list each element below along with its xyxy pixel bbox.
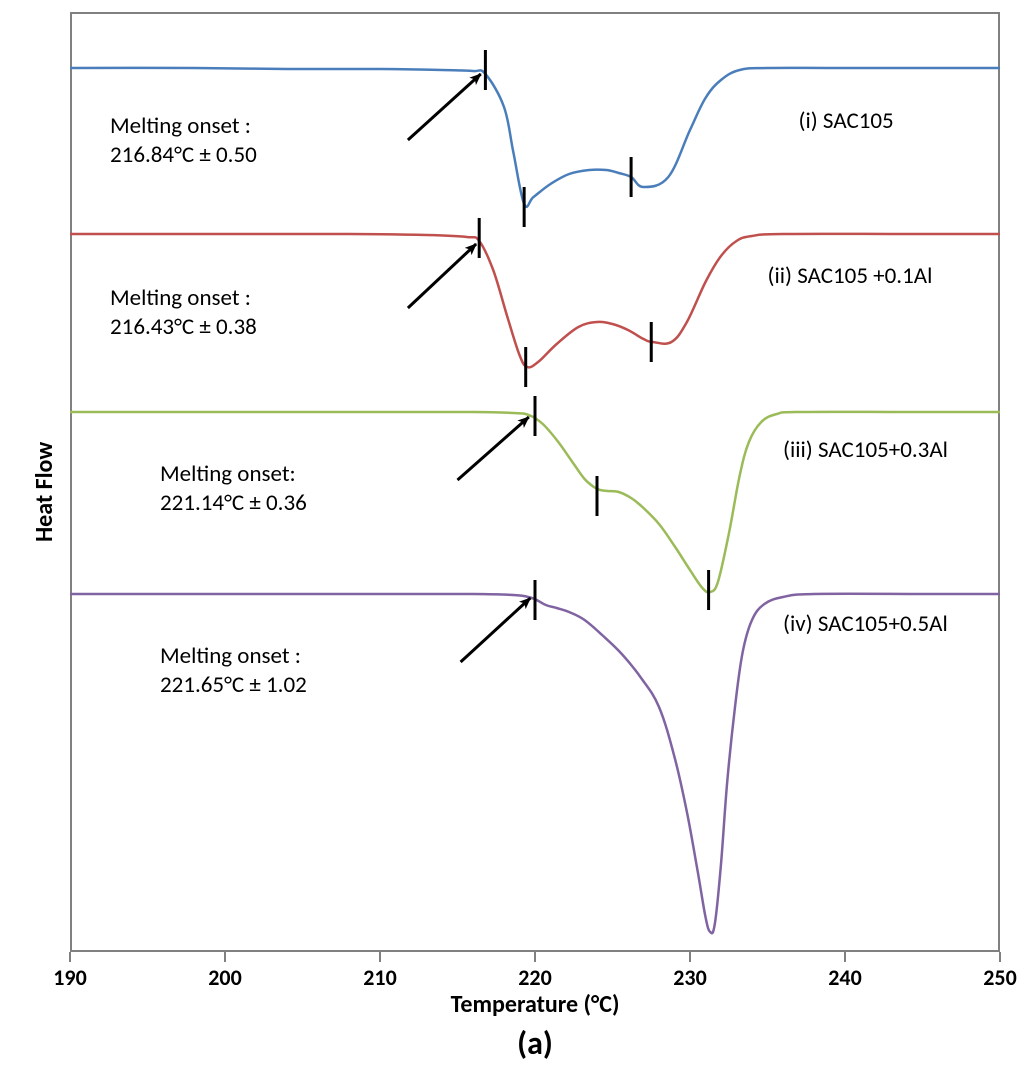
y-axis-title: Heat Flow bbox=[30, 442, 59, 542]
sub-caption: (a) bbox=[435, 1024, 635, 1063]
series-label: (iii) SAC105+0.3Al bbox=[783, 436, 948, 464]
x-tick bbox=[69, 952, 71, 962]
x-tick-label: 230 bbox=[673, 964, 706, 991]
series-label: (i) SAC105 bbox=[799, 107, 894, 135]
annotation-text: Melting onset:221.14°C ± 0.36 bbox=[160, 460, 307, 518]
x-tick bbox=[224, 952, 226, 962]
x-tick-label: 210 bbox=[363, 964, 396, 991]
x-tick-label: 240 bbox=[828, 964, 861, 991]
x-tick-label: 200 bbox=[208, 964, 241, 991]
x-tick bbox=[689, 952, 691, 962]
annotation-text: Melting onset :216.84°C ± 0.50 bbox=[110, 112, 257, 170]
x-tick-label: 190 bbox=[53, 964, 86, 991]
x-tick bbox=[379, 952, 381, 962]
series-label: (iv) SAC105+0.5Al bbox=[783, 610, 948, 638]
annotation-text: Melting onset :216.43°C ± 0.38 bbox=[110, 284, 257, 342]
x-tick bbox=[534, 952, 536, 962]
series-label: (ii) SAC105 +0.1Al bbox=[768, 262, 933, 290]
x-tick bbox=[844, 952, 846, 962]
x-tick-label: 220 bbox=[518, 964, 551, 991]
figure-root: Melting onset :216.84°C ± 0.50 Melting on… bbox=[0, 0, 1024, 1069]
annotation-text: Melting onset :221.65°C ± 1.02 bbox=[160, 642, 307, 700]
x-tick bbox=[999, 952, 1001, 962]
x-axis-title: Temperature (°C) bbox=[335, 990, 735, 1019]
x-tick-label: 250 bbox=[983, 964, 1016, 991]
